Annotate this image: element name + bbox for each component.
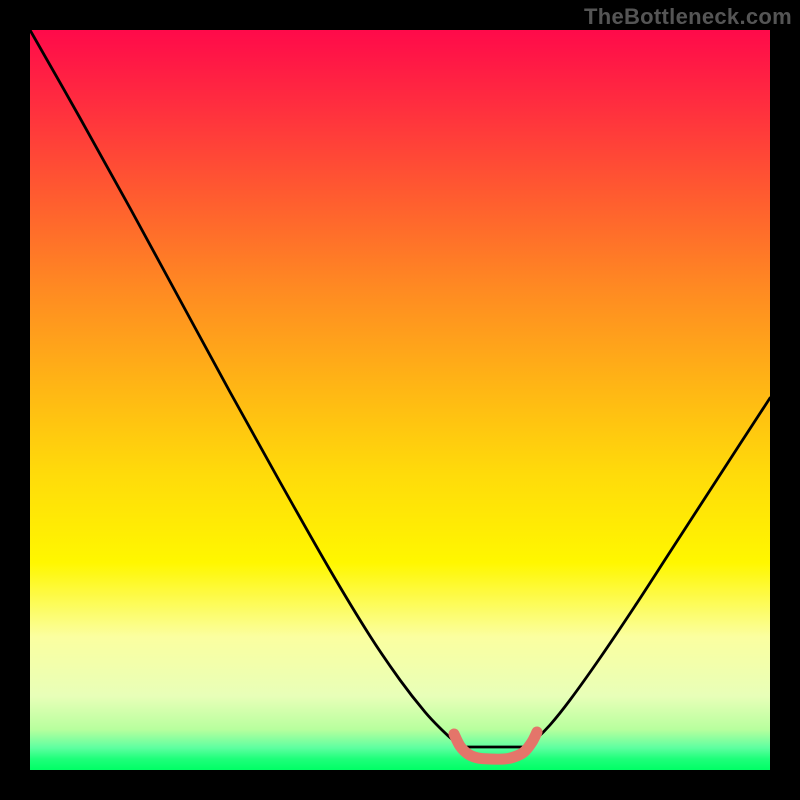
watermark-label: TheBottleneck.com <box>584 4 792 30</box>
bottleneck-curve <box>30 30 770 748</box>
bottom-accent-curve <box>454 732 537 759</box>
plot-area <box>30 30 770 770</box>
curve-overlay <box>30 30 770 770</box>
chart-container: TheBottleneck.com <box>0 0 800 800</box>
